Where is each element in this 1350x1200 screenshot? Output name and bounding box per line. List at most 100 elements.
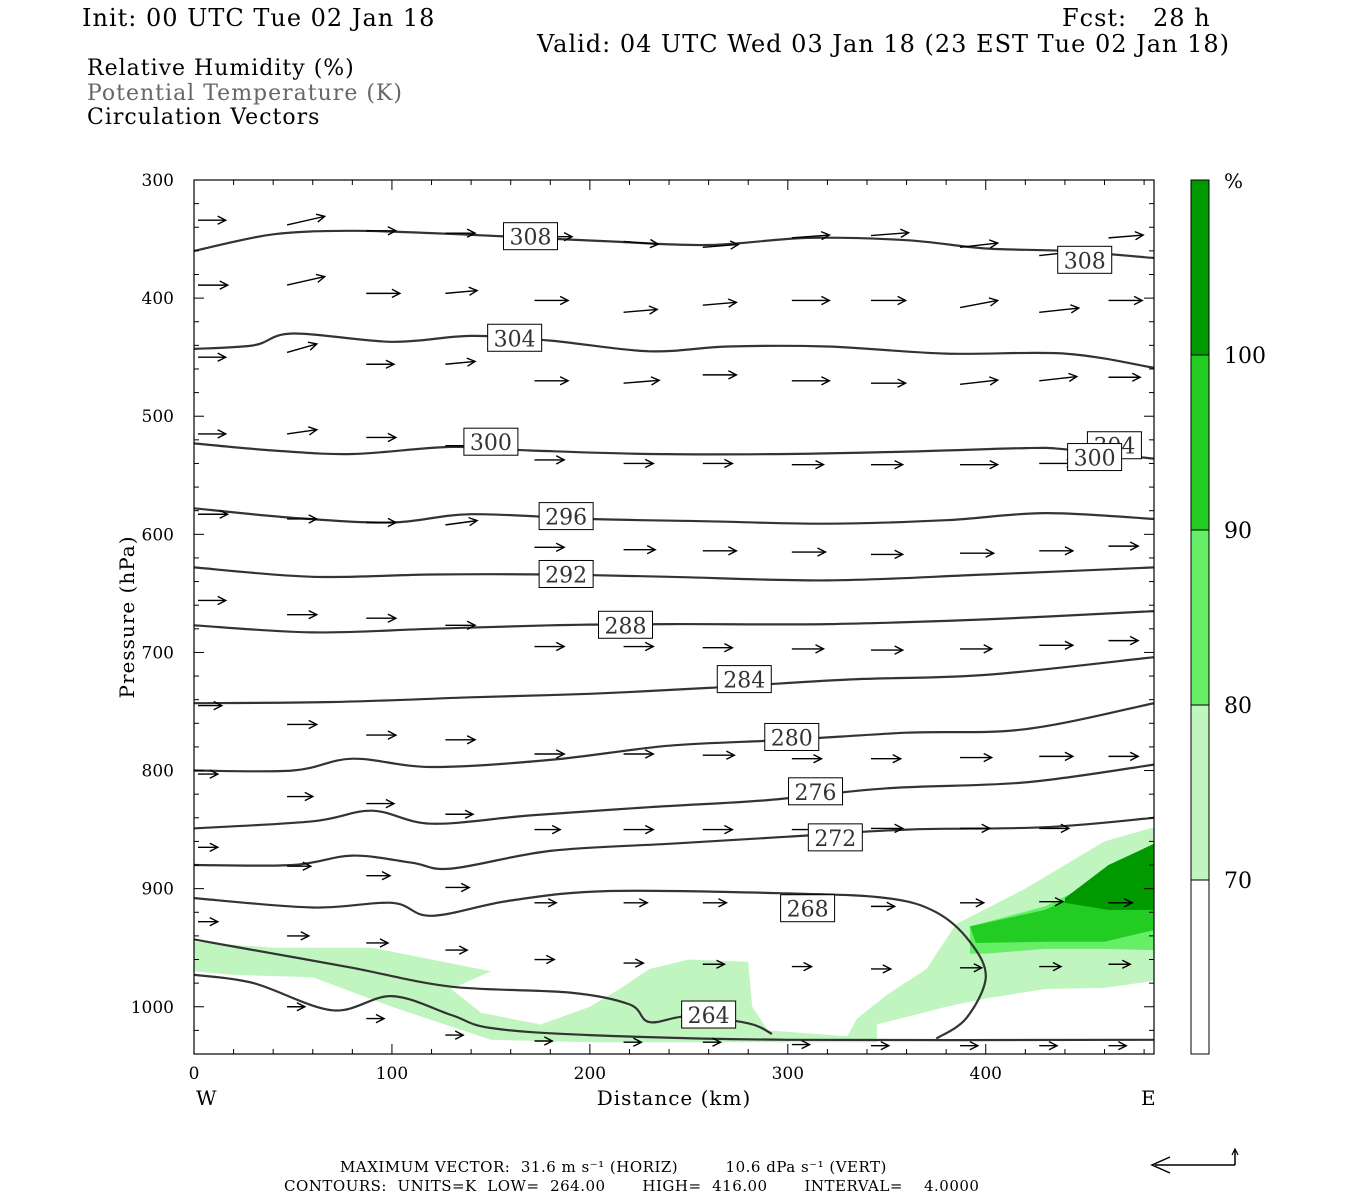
circulation-vector [198, 769, 220, 779]
footer-max-vector: MAXIMUM VECTOR: 31.6 m s⁻¹ (HORIZ) 10.6 … [340, 1158, 887, 1176]
circulation-vector [366, 288, 402, 299]
colorbar-unit: % [1224, 169, 1243, 193]
circulation-vector [366, 798, 396, 809]
x-tick-label: 400 [970, 1064, 1002, 1084]
contour-label: 300 [463, 427, 519, 456]
circulation-vector [702, 959, 727, 969]
circulation-vector [1039, 372, 1079, 383]
circulation-vector [791, 459, 826, 470]
circulation-vector [445, 357, 477, 367]
circulation-vector [534, 1036, 554, 1046]
x-tick-label: 100 [376, 1064, 408, 1084]
contour-label: 280 [764, 722, 820, 751]
circulation-vector [623, 641, 655, 652]
circulation-vectors [198, 213, 1145, 1051]
circulation-vector [960, 1040, 980, 1051]
circulation-vector [623, 749, 655, 759]
circulation-vector [791, 295, 831, 306]
y-tick-label: 800 [142, 762, 174, 782]
circulation-vector [198, 280, 230, 290]
colorbar-segment [1191, 880, 1209, 1055]
theta-contours [194, 229, 1154, 1042]
circulation-vector [1039, 961, 1063, 972]
circulation-vector [791, 376, 831, 386]
circulation-vector [286, 341, 319, 354]
circulation-vector [702, 898, 729, 908]
circulation-vector [870, 823, 905, 834]
contour-label: 300 [1067, 443, 1123, 472]
circulation-vector [1039, 823, 1071, 834]
circulation-vector [960, 898, 986, 908]
circulation-vector [445, 945, 469, 955]
circulation-vector [1108, 635, 1140, 646]
circulation-vector [1108, 295, 1144, 306]
circulation-vector [791, 961, 814, 972]
theta-contour-296 [194, 507, 1154, 525]
y-tick-label: 500 [142, 407, 174, 427]
circulation-vector [445, 809, 475, 819]
circulation-vector [1108, 230, 1145, 241]
plot-frame [193, 179, 1155, 1055]
circulation-vector [534, 898, 558, 908]
circulation-vector [1039, 304, 1081, 314]
circulation-vector [959, 297, 1000, 309]
y-tick-label: 400 [142, 289, 174, 309]
contour-label: 276 [788, 777, 844, 806]
colorbar-frame [1190, 179, 1210, 1055]
circulation-vector [534, 641, 566, 652]
contour-label: 284 [716, 665, 772, 694]
forecast-hour: Fcst: 28 h [1062, 4, 1211, 32]
circulation-vector [366, 359, 396, 369]
colorbar-segment [1191, 355, 1209, 530]
circulation-vector [286, 213, 327, 226]
circulation-vector [198, 429, 228, 439]
contour-label: 268 [780, 894, 836, 923]
circulation-vector [366, 432, 398, 443]
circulation-vector [287, 609, 319, 620]
circulation-vector [702, 546, 738, 556]
contour-label-text: 272 [814, 827, 856, 852]
theta-contour-288 [194, 610, 1154, 634]
circulation-vector [198, 509, 230, 519]
rh-shading [194, 827, 1154, 1043]
circulation-vector [960, 644, 994, 654]
circulation-vector [702, 458, 734, 469]
circulation-vector [1108, 898, 1134, 908]
circulation-vector [960, 548, 996, 558]
circulation-vector [791, 753, 824, 764]
circulation-vector [959, 376, 1000, 386]
circulation-vector [702, 750, 736, 760]
circulation-vector [286, 426, 319, 436]
contour-label: 272 [807, 823, 863, 852]
circulation-vector [870, 228, 911, 238]
circulation-vector [870, 964, 893, 974]
circulation-vector [198, 700, 224, 711]
colorbar-label: 70 [1224, 869, 1252, 894]
contour-label: 296 [538, 502, 594, 531]
circulation-vector [623, 458, 655, 469]
reference-vector [1150, 1147, 1239, 1174]
colorbar-segment [1191, 180, 1209, 355]
rh-colorbar: 100 90 80 70% [1190, 169, 1266, 1055]
theta-contour-280 [194, 702, 1154, 773]
circulation-vector [870, 753, 903, 764]
circulation-vector [445, 1030, 465, 1040]
circulation-vector [960, 459, 1000, 470]
contour-label-text: 268 [787, 898, 829, 923]
circulation-vector [623, 824, 655, 835]
contour-label-text: 300 [1074, 447, 1116, 472]
circulation-vector [870, 549, 905, 560]
theta-contour-284 [194, 656, 1154, 705]
rh-area-100 [1064, 843, 1154, 910]
circulation-vector [1108, 541, 1140, 551]
circulation-vector [960, 823, 992, 834]
colorbar-label: 90 [1224, 519, 1252, 544]
circulation-vector [1039, 896, 1065, 907]
circulation-vector [623, 898, 649, 908]
circulation-vector [445, 735, 477, 745]
x-axis-label: Distance (km) [597, 1086, 752, 1110]
init-time: Init: 00 UTC Tue 02 Jan 18 [82, 4, 436, 32]
theta-contour-272 [194, 816, 1154, 871]
circulation-vector [870, 295, 908, 306]
